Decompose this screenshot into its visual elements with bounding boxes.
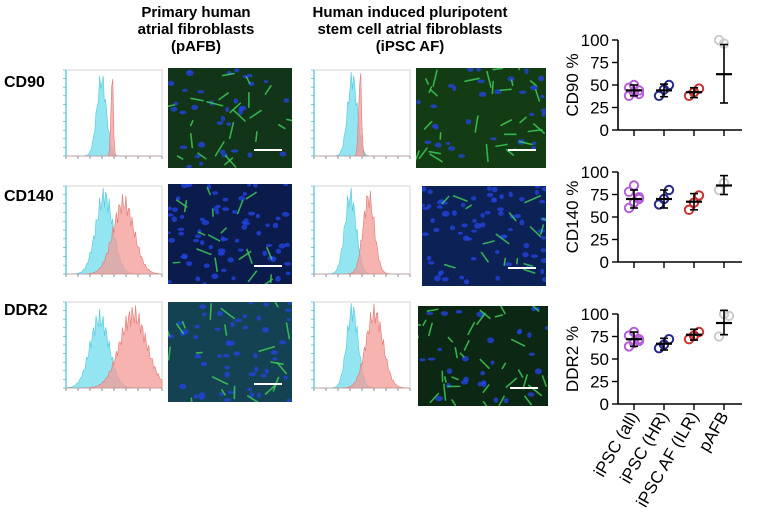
pafb-title-line-2: atrial fibroblasts [137, 21, 255, 38]
row-label-cd90: CD90 [4, 74, 45, 91]
x-category-label: pAFB [695, 409, 733, 455]
histogram-pafb-cd140 [63, 185, 163, 277]
data-point [693, 190, 705, 201]
y-tick-label: 0 [600, 253, 609, 272]
y-axis-label: DDR2 % [563, 326, 582, 392]
y-tick-label: 25 [590, 99, 609, 118]
y-tick-label: 75 [590, 328, 609, 347]
micrograph-ipsc-cd140 [422, 186, 546, 286]
micrograph-pafb-cd90 [168, 68, 292, 168]
pafb-title-line-1: Primary human [141, 4, 251, 21]
data-point [663, 334, 675, 345]
row-label-ddr2: DDR2 [4, 302, 48, 319]
y-tick-label: 0 [600, 121, 609, 140]
y-tick-label: 25 [590, 373, 609, 392]
histogram-pafb-ddr2 [63, 301, 163, 391]
pafb-column-title: Primary human atrial fibroblasts (pAFB) [86, 4, 306, 55]
micrograph-ipsc-ddr2 [418, 306, 548, 406]
y-tick-label: 100 [581, 31, 609, 50]
y-tick-label: 75 [590, 54, 609, 73]
y-tick-label: 75 [590, 186, 609, 205]
y-tick-label: 25 [590, 231, 609, 250]
ipsc-title-line-3: (iPSC AF) [375, 38, 445, 55]
y-tick-label: 100 [581, 305, 609, 324]
ipsc-title-line-1: Human induced pluripotent [312, 4, 508, 21]
ipsc-column-title: Human induced pluripotent stem cell atri… [290, 4, 530, 55]
histogram-ipsc-cd90 [311, 69, 411, 159]
chart-cd90: 0 25 50 75 100 CD90 % [563, 31, 742, 140]
row-label-cd140: CD140 [4, 188, 54, 205]
data-point [713, 331, 725, 342]
pafb-title-line-3: (pAFB) [171, 38, 221, 55]
y-tick-label: 0 [600, 395, 609, 414]
y-axis-label: CD140 % [563, 181, 582, 254]
y-axis-label: CD90 % [563, 53, 582, 116]
histogram-ipsc-ddr2 [311, 301, 411, 391]
y-tick-label: 50 [590, 208, 609, 227]
histogram-ipsc-cd140 [311, 185, 411, 277]
data-point [628, 180, 640, 191]
histogram-pafb-cd90 [63, 69, 163, 159]
y-tick-label: 50 [590, 350, 609, 369]
y-tick-label: 50 [590, 76, 609, 95]
micrograph-ipsc-cd90 [416, 68, 546, 168]
micrograph-pafb-cd140 [168, 184, 292, 284]
y-tick-label: 100 [581, 163, 609, 182]
ipsc-title-line-2: stem cell atrial fibroblasts [317, 21, 503, 38]
micrograph-pafb-ddr2 [168, 302, 292, 402]
